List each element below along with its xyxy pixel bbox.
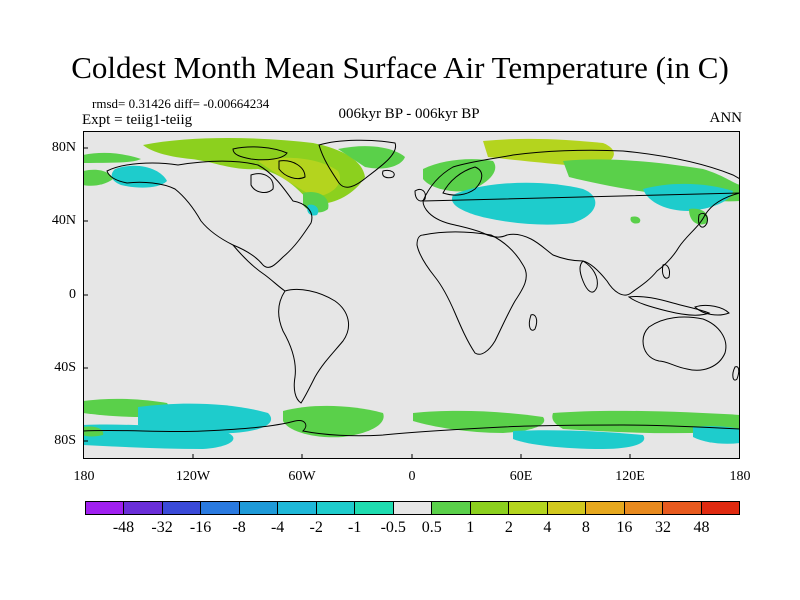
colorbar-label: 16: [616, 519, 633, 536]
colorbar-swatch: [432, 502, 471, 514]
coast-central-america: [232, 244, 286, 292]
coast-baffin: [278, 160, 306, 180]
season-label: ANN: [709, 110, 743, 126]
lon-label-180e: 180: [729, 469, 751, 484]
colorbar-swatch: [470, 502, 510, 514]
coast-arctic-islands: [232, 146, 288, 161]
experiment-label: Expt = teiig1-teiig: [82, 112, 193, 128]
coast-hudson-bay: [250, 173, 274, 193]
lon-label-60w: 60W: [288, 469, 316, 484]
field-antarctic-cyan-far-east: [693, 426, 740, 444]
anomaly-fields: [83, 138, 740, 449]
field-central-asia-cyan: [451, 182, 596, 225]
colorbar-swatch: [509, 502, 548, 514]
lon-label-180w: 180: [73, 469, 95, 484]
field-southern-cyan-west: [138, 403, 272, 434]
colorbar-swatch: [355, 502, 394, 514]
colorbar-swatch: [624, 502, 664, 514]
coast-britain: [414, 188, 426, 202]
colorbar-swatch: [393, 502, 433, 514]
colorbar-label: -8: [232, 519, 246, 536]
coast-philippines: [662, 264, 670, 279]
coast-australia: [642, 316, 727, 371]
colorbar-swatch: [316, 502, 356, 514]
coast-new-zealand: [732, 366, 740, 381]
lat-label-40n: 40N: [51, 213, 76, 228]
colorbar-swatch: [201, 502, 240, 514]
field-antarctic-cyan-east: [513, 430, 645, 449]
coast-africa: [416, 231, 527, 355]
colorbar-label: -0.5: [380, 519, 406, 536]
lon-label-120w: 120W: [175, 469, 211, 484]
colorbar-swatch: [86, 502, 125, 514]
temperature-map: [83, 131, 740, 459]
colorbar-label: -48: [112, 519, 135, 536]
coast-indonesia: [627, 296, 711, 316]
colorbar-swatch: [239, 502, 279, 514]
lon-label-0: 0: [408, 469, 416, 484]
coast-new-guinea: [694, 304, 730, 316]
colorbar-label: 2: [504, 519, 513, 536]
field-alaska-green: [83, 169, 113, 186]
colorbar-label: -2: [309, 519, 323, 536]
colorbar-swatch: [124, 502, 163, 514]
colorbar-label: -1: [348, 519, 362, 536]
colorbar-swatch: [663, 502, 702, 514]
colorbar-swatch: [586, 502, 625, 514]
coastlines: [83, 139, 740, 437]
colorbar-label: 4: [543, 519, 552, 536]
stats-line: rmsd= 0.31426 diff= -0.00664234: [92, 96, 270, 111]
lon-label-60e: 60E: [509, 469, 533, 484]
coast-eurasia: [422, 149, 740, 296]
colorbar-swatch: [162, 502, 202, 514]
lat-label-80n: 80N: [51, 140, 76, 155]
period-label: 006kyr BP - 006kyr BP: [338, 106, 480, 122]
field-southern-green-atlantic: [283, 405, 384, 438]
field-scandinavia: [423, 159, 496, 192]
coast-north-america: [106, 160, 313, 268]
field-southern-green-indian: [413, 410, 545, 433]
colorbar-label: 48: [693, 519, 710, 536]
field-ne-us-cyan: [307, 204, 319, 216]
field-arctic-strip: [83, 152, 141, 163]
colorbar: [85, 501, 740, 515]
lat-label-80s: 80S: [54, 433, 76, 448]
colorbar-swatch: [547, 502, 587, 514]
coast-scandinavia: [442, 166, 483, 196]
coast-iceland: [382, 170, 395, 179]
map-ticks: [83, 147, 631, 459]
field-small-green-1: [630, 216, 641, 224]
coast-antarctica: [83, 420, 740, 437]
coast-south-america: [278, 288, 350, 404]
coast-japan: [698, 212, 708, 228]
colorbar-swatch: [278, 502, 317, 514]
coast-greenland: [318, 139, 397, 188]
field-greenland-east: [338, 146, 405, 169]
lat-label-40s: 40S: [54, 360, 76, 375]
colorbar-label: -4: [270, 519, 285, 536]
coast-india: [579, 260, 598, 293]
colorbar-label: 32: [654, 519, 671, 536]
colorbar-swatch: [701, 502, 739, 514]
field-southern-green-far-west: [83, 426, 104, 437]
lon-label-120e: 120E: [615, 469, 645, 484]
colorbar-label: -32: [151, 519, 173, 536]
coast-madagascar: [528, 314, 538, 331]
map-title: Coldest Month Mean Surface Air Temperatu…: [71, 50, 729, 85]
colorbar-label: 1: [466, 519, 475, 536]
colorbar-label: -16: [189, 519, 212, 536]
field-north-pacific-cyan: [643, 183, 733, 211]
colorbar-label: 0.5: [421, 519, 442, 536]
colorbar-label: 8: [581, 519, 590, 536]
lat-label-0: 0: [69, 287, 76, 302]
